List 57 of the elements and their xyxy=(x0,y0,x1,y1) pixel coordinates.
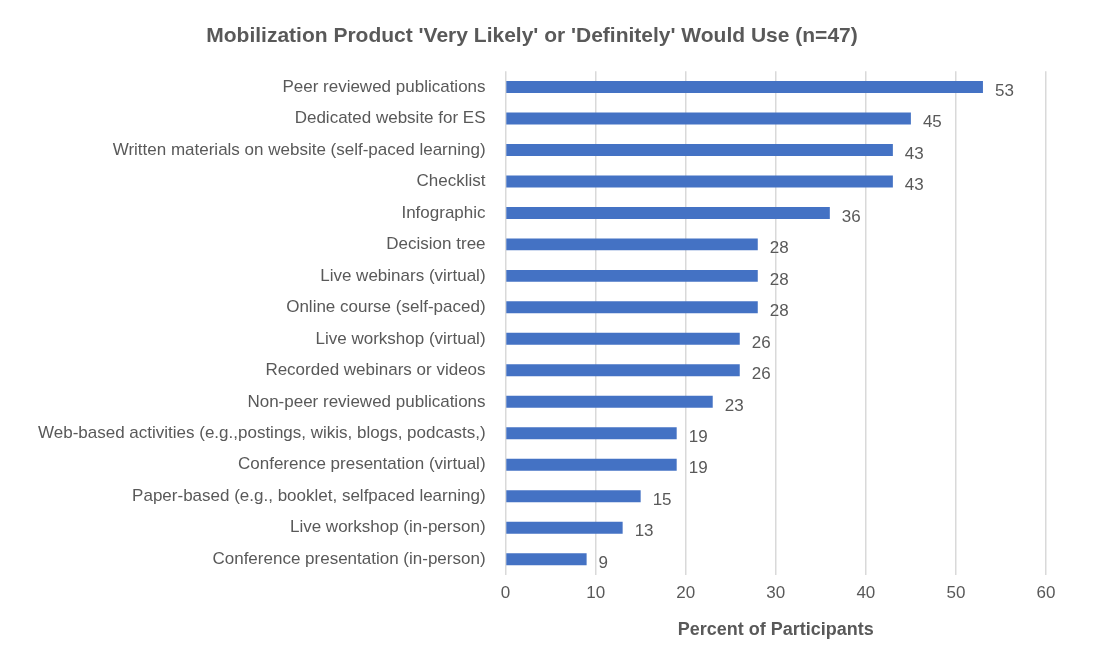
x-tick-label: 60 xyxy=(1036,582,1056,602)
data-label: 43 xyxy=(904,143,924,163)
bar xyxy=(506,175,893,188)
bar xyxy=(506,206,830,219)
x-tick-label: 0 xyxy=(500,582,511,602)
y-tick-label: Recorded webinars or videos xyxy=(265,360,486,380)
y-tick-label: Web-based activities (e.g.,postings, wikis, blogs, podcasts,) xyxy=(37,422,486,442)
data-label: 19 xyxy=(688,426,708,446)
y-tick-label: Dedicated website for ES xyxy=(294,108,486,128)
data-label: 9 xyxy=(598,552,609,572)
bar xyxy=(506,490,641,503)
bar xyxy=(506,364,740,377)
x-tick-label: 40 xyxy=(856,582,876,602)
data-label: 45 xyxy=(922,112,942,132)
x-axis-title: Percent of Participants xyxy=(677,619,874,640)
bar xyxy=(506,269,758,282)
bar xyxy=(506,112,911,125)
data-label: 28 xyxy=(769,301,789,321)
y-tick-label: Infographic xyxy=(401,202,487,222)
data-label: 15 xyxy=(652,489,672,509)
y-tick-label: Written materials on website (self-paced learning) xyxy=(112,139,486,159)
data-label: 28 xyxy=(769,269,789,289)
x-tick-label: 30 xyxy=(766,582,786,602)
y-tick-label: Decision tree xyxy=(386,234,486,254)
y-tick-label: Checklist xyxy=(416,171,486,191)
data-label: 19 xyxy=(688,458,708,478)
bar xyxy=(506,80,983,93)
data-label: 13 xyxy=(634,521,654,541)
bar xyxy=(506,427,677,440)
y-tick-label: Live workshop (virtual) xyxy=(315,328,486,348)
x-tick-label: 20 xyxy=(676,582,696,602)
data-label: 53 xyxy=(994,80,1014,100)
data-label: 28 xyxy=(769,238,789,258)
data-label: 23 xyxy=(724,395,744,415)
y-tick-label: Non-peer reviewed publications xyxy=(247,391,486,411)
data-label: 36 xyxy=(841,206,861,226)
y-tick-label: Peer reviewed publications xyxy=(282,76,486,96)
bar xyxy=(506,553,587,566)
bar xyxy=(506,238,758,251)
data-label: 43 xyxy=(904,175,924,195)
y-tick-label: Live webinars (virtual) xyxy=(320,265,486,285)
data-label: 26 xyxy=(751,364,771,384)
bar xyxy=(506,521,623,534)
bar xyxy=(506,143,893,156)
y-tick-label: Online course (self-paced) xyxy=(286,297,486,317)
bar xyxy=(506,332,740,345)
bar xyxy=(506,458,677,471)
data-label: 26 xyxy=(751,332,771,352)
bar xyxy=(506,301,758,314)
chart-title: Mobilization Product 'Very Likely' or 'Definitely' Would Use (n=47) xyxy=(206,23,858,47)
y-tick-label: Paper-based (e.g., booklet, selfpaced learning) xyxy=(132,485,486,505)
y-tick-label: Conference presentation (virtual) xyxy=(237,454,486,474)
y-tick-label: Live workshop (in-person) xyxy=(289,517,486,537)
x-tick-label: 10 xyxy=(586,582,606,602)
x-tick-label: 50 xyxy=(946,582,966,602)
y-tick-label: Conference presentation (in-person) xyxy=(212,548,486,568)
bar xyxy=(506,395,713,408)
